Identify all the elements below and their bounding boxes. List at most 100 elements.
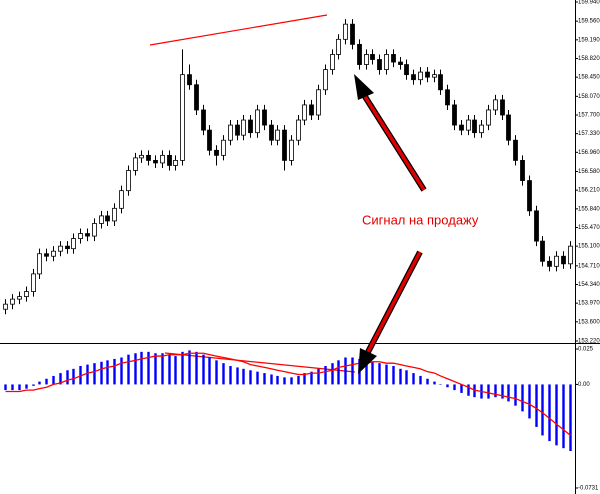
- candle-body: [44, 253, 49, 257]
- histogram-bar: [344, 357, 347, 385]
- candle-body: [24, 291, 29, 298]
- candle-body: [323, 69, 328, 91]
- histogram-bar: [365, 360, 368, 385]
- y-tick-label: 158.820: [578, 56, 600, 62]
- y-tick-label: 159.560: [578, 19, 600, 25]
- candle-body: [540, 240, 545, 262]
- histogram-bar: [147, 351, 150, 385]
- histogram-bar: [38, 381, 41, 385]
- y-tick-label: 157.330: [578, 131, 600, 137]
- histogram-bar: [229, 366, 232, 385]
- candle-body: [520, 160, 525, 181]
- candle-body: [235, 124, 240, 136]
- candle-body: [336, 38, 341, 55]
- candle-body: [398, 61, 403, 65]
- candle-body: [105, 215, 110, 222]
- y-tick-label: 159.940: [578, 0, 600, 6]
- histogram-bar: [439, 384, 442, 385]
- candle-body: [384, 54, 389, 70]
- histogram-bar: [86, 364, 89, 385]
- histogram-bar: [514, 384, 517, 406]
- histogram-bar: [324, 366, 327, 385]
- histogram-bar: [446, 384, 449, 388]
- candle-body: [377, 59, 382, 70]
- histogram-bar: [120, 357, 123, 385]
- histogram-bar: [208, 357, 211, 385]
- y-tick-label: 158.450: [578, 75, 600, 81]
- y-tick-label: 156.580: [578, 169, 600, 175]
- histogram-bar: [419, 375, 422, 385]
- candle-body: [167, 154, 172, 166]
- histogram-bar: [283, 377, 286, 385]
- candle-body: [418, 71, 423, 81]
- candle-body: [343, 23, 348, 40]
- histogram-bar: [188, 350, 191, 385]
- histogram-bar: [371, 361, 374, 385]
- candle-body: [561, 255, 566, 265]
- candle-body: [445, 89, 450, 106]
- histogram-bar: [32, 384, 35, 386]
- candle-body: [180, 74, 185, 161]
- candle-body: [78, 233, 83, 239]
- histogram-bar: [507, 384, 510, 402]
- candle-body: [248, 119, 253, 134]
- histogram-bar: [535, 384, 538, 427]
- candle-body: [146, 154, 151, 161]
- histogram-bar: [290, 377, 293, 385]
- candle-body: [112, 207, 117, 222]
- y-tick-label: 159.190: [578, 37, 600, 43]
- histogram-bar: [562, 384, 565, 449]
- histogram-bar: [521, 384, 524, 412]
- candle-body: [214, 149, 219, 156]
- candle-body: [547, 260, 552, 267]
- histogram-bar: [351, 357, 354, 385]
- histogram-bar: [412, 373, 415, 385]
- candle-body: [153, 160, 158, 164]
- y-tick-label: 155.840: [578, 206, 600, 212]
- histogram-bar: [453, 384, 456, 391]
- candle-body: [282, 129, 287, 161]
- candle-body: [119, 190, 124, 209]
- candle-body: [486, 109, 491, 126]
- candle-body: [527, 180, 532, 212]
- histogram-bar: [528, 384, 531, 419]
- candle-body: [500, 99, 505, 116]
- histogram-bar: [106, 360, 109, 385]
- histogram-bar: [93, 363, 96, 385]
- y-tick-label: 154.710: [578, 263, 600, 269]
- arrow: [354, 74, 427, 192]
- trend-line: [149, 14, 328, 46]
- candle-body: [201, 109, 206, 131]
- histogram-bar: [168, 354, 171, 385]
- y-tick-label: 0.025: [578, 347, 594, 353]
- candle-body: [309, 104, 314, 116]
- candle-body: [513, 139, 518, 161]
- candle-body: [160, 154, 165, 164]
- candle-body: [296, 119, 301, 141]
- histogram-bar: [195, 351, 198, 385]
- candle-body: [3, 303, 8, 310]
- histogram-bar: [140, 351, 143, 385]
- annotation: Сигнал на продажу: [362, 212, 479, 227]
- histogram-bar: [310, 371, 313, 385]
- candle-body: [31, 273, 36, 292]
- histogram-bar: [337, 360, 340, 385]
- histogram-bar: [569, 384, 572, 452]
- candle-body: [466, 119, 471, 131]
- candle-body: [289, 139, 294, 161]
- histogram-bar: [79, 366, 82, 385]
- y-tick-label: 0.00: [578, 382, 590, 388]
- candle-body: [411, 74, 416, 81]
- arrow: [358, 250, 423, 374]
- histogram-bar: [52, 375, 55, 385]
- histogram-bar: [4, 384, 7, 391]
- candle-body: [432, 74, 437, 78]
- histogram-bar: [331, 363, 334, 385]
- candle-body: [133, 157, 138, 171]
- histogram-bar: [555, 384, 558, 446]
- histogram-bar: [215, 360, 218, 385]
- histogram-bar: [134, 353, 137, 385]
- histogram-bar: [222, 363, 225, 385]
- candle-body: [452, 104, 457, 126]
- histogram-bar: [25, 384, 28, 389]
